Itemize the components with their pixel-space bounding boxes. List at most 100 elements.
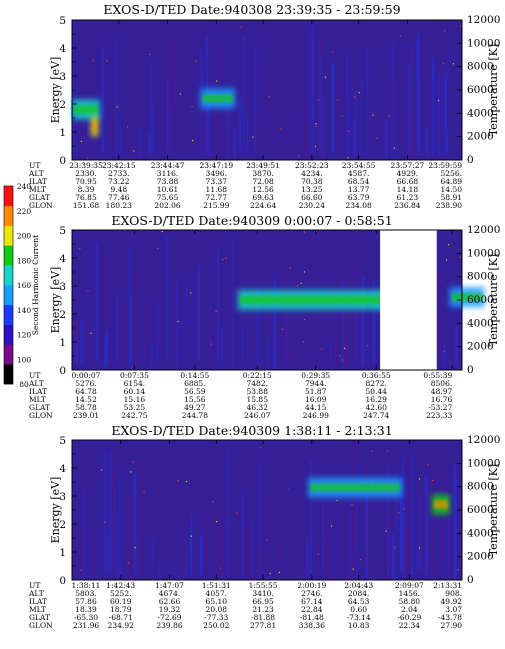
ephemeris-cell: 0:22:15 bbox=[243, 371, 272, 380]
spectrogram-feature-core bbox=[93, 122, 97, 131]
spectrogram-speckle bbox=[216, 80, 218, 82]
y-tick-label: 3 bbox=[59, 281, 66, 293]
ephemeris-cell: 4234. bbox=[301, 169, 322, 178]
spectrogram-streak bbox=[327, 473, 329, 579]
spectrogram-streak bbox=[322, 309, 324, 361]
spectrogram-streak bbox=[226, 93, 229, 160]
spectrogram-streak bbox=[229, 88, 233, 159]
spectrogram-streak bbox=[389, 494, 393, 571]
spectrogram-streak bbox=[72, 503, 75, 578]
ephemeris-row-label: GLON bbox=[29, 201, 53, 210]
spectrogram-streak bbox=[232, 238, 234, 368]
spectrogram-speckle bbox=[398, 512, 400, 514]
spectrogram-speckle bbox=[376, 137, 378, 139]
ephemeris-cell: 0.60 bbox=[350, 605, 367, 614]
y-axis-label: Energy [eV] bbox=[49, 267, 62, 334]
spectrogram-streak bbox=[440, 458, 444, 572]
spectrogram-streak bbox=[207, 90, 210, 156]
spectrogram-speckle bbox=[127, 126, 129, 128]
y2-tick-label: 10000 bbox=[467, 457, 500, 469]
ephemeris-cell: 1456. bbox=[399, 589, 420, 598]
spectrogram-streak bbox=[355, 287, 358, 364]
spectrogram-streak bbox=[124, 333, 126, 366]
spectrogram-speckle bbox=[342, 359, 344, 361]
spectrogram-speckle bbox=[303, 341, 305, 343]
ephemeris-cell: 21.23 bbox=[252, 605, 274, 614]
spectrogram-speckle bbox=[336, 499, 338, 501]
spectrogram-speckle bbox=[460, 25, 462, 27]
spectrogram-streak bbox=[426, 130, 429, 157]
spectrogram-streak bbox=[349, 466, 351, 576]
ephemeris-cell: 2:04:43 bbox=[344, 581, 373, 590]
spectrogram-streak bbox=[167, 487, 170, 580]
ephemeris-cell: 2733. bbox=[108, 169, 129, 178]
spectrogram-streak bbox=[414, 124, 417, 157]
spectrogram-streak bbox=[130, 297, 133, 363]
spectrogram-speckle bbox=[116, 106, 118, 108]
spectrogram-streak bbox=[98, 250, 101, 364]
y2-tick-label: 0 bbox=[467, 154, 474, 166]
spectrogram-streak bbox=[190, 515, 193, 571]
ephemeris-cell: 49.27 bbox=[184, 403, 206, 412]
ephemeris-cell: 234.08 bbox=[346, 201, 372, 210]
spectrogram-streak bbox=[166, 79, 169, 151]
ephemeris-cell: 23:39:35 bbox=[69, 161, 103, 170]
data-gap bbox=[380, 230, 437, 370]
spectrogram-streak bbox=[327, 538, 330, 578]
ephemeris-cell: 46.32 bbox=[247, 403, 269, 412]
spectrogram-streak bbox=[168, 51, 171, 152]
spectrogram-streak bbox=[185, 548, 187, 578]
ephemeris-cell: 63.79 bbox=[348, 193, 370, 202]
ephemeris-row-label: ILAT bbox=[29, 597, 47, 606]
ephemeris-cell: -81.48 bbox=[300, 613, 324, 622]
spectrogram-streak bbox=[83, 492, 85, 578]
spectrogram-streak bbox=[438, 341, 440, 368]
spectrogram-feature-core bbox=[74, 105, 98, 114]
ephemeris-cell: 57.86 bbox=[75, 597, 97, 606]
ephemeris-cell: 250.02 bbox=[203, 621, 229, 630]
ephemeris-cell: 239.86 bbox=[156, 621, 182, 630]
y2-tick-label: 6000 bbox=[467, 84, 494, 96]
spectrogram-streak bbox=[255, 474, 257, 580]
ephemeris-cell: 0:07:35 bbox=[120, 371, 149, 380]
spectrogram-streak bbox=[221, 325, 224, 369]
colorbar-swatch bbox=[4, 265, 13, 286]
ephemeris-cell: 23:44:47 bbox=[151, 161, 185, 170]
ephemeris-cell: 72.08 bbox=[252, 177, 274, 186]
y2-tick-label: 12000 bbox=[467, 434, 500, 446]
ephemeris-cell: 27.90 bbox=[441, 621, 463, 630]
spectrogram-streak bbox=[120, 301, 124, 366]
colorbar-tick-label: 160 bbox=[17, 281, 32, 290]
spectrogram-streak bbox=[170, 34, 174, 152]
spectrogram-speckle bbox=[177, 320, 179, 323]
panel-3: EXOS-D/TED Date:940309 1:38:11 - 2:13:31… bbox=[28, 423, 500, 630]
spectrogram-speckle bbox=[432, 479, 434, 482]
spectrogram-streak bbox=[331, 338, 333, 366]
colorbar-swatch bbox=[4, 225, 13, 246]
spectrogram-speckle bbox=[266, 539, 268, 541]
spectrogram-streak bbox=[443, 344, 446, 369]
spectrogram-streak bbox=[352, 121, 356, 159]
spectrogram-streak bbox=[132, 129, 135, 156]
spectrogram-speckle bbox=[278, 571, 280, 573]
colorbar-tick-label: 220 bbox=[17, 207, 32, 216]
ephemeris-cell: 13.77 bbox=[348, 185, 370, 194]
ephemeris-cell: 42.60 bbox=[365, 403, 387, 412]
spectrogram-streak bbox=[106, 528, 110, 574]
colorbar-swatches bbox=[4, 186, 13, 385]
spectrogram-speckle bbox=[351, 503, 353, 506]
ephemeris-cell: 4674. bbox=[159, 589, 180, 598]
ephemeris-cell: 908. bbox=[445, 589, 462, 598]
ephemeris-cell: 1:47:07 bbox=[155, 581, 184, 590]
spectrogram-speckle bbox=[419, 547, 421, 549]
spectrogram-streak bbox=[303, 534, 306, 574]
y-tick-label: 0 bbox=[59, 155, 66, 167]
ephemeris-cell: 3496. bbox=[206, 169, 227, 178]
spectrogram-streak bbox=[425, 127, 427, 154]
spectrogram-speckle bbox=[134, 547, 136, 549]
y-tick-label: 0 bbox=[59, 365, 66, 377]
spectrogram-streak bbox=[259, 462, 261, 578]
spectrogram-speckle bbox=[300, 282, 302, 284]
spectrogram-streak bbox=[266, 340, 269, 366]
